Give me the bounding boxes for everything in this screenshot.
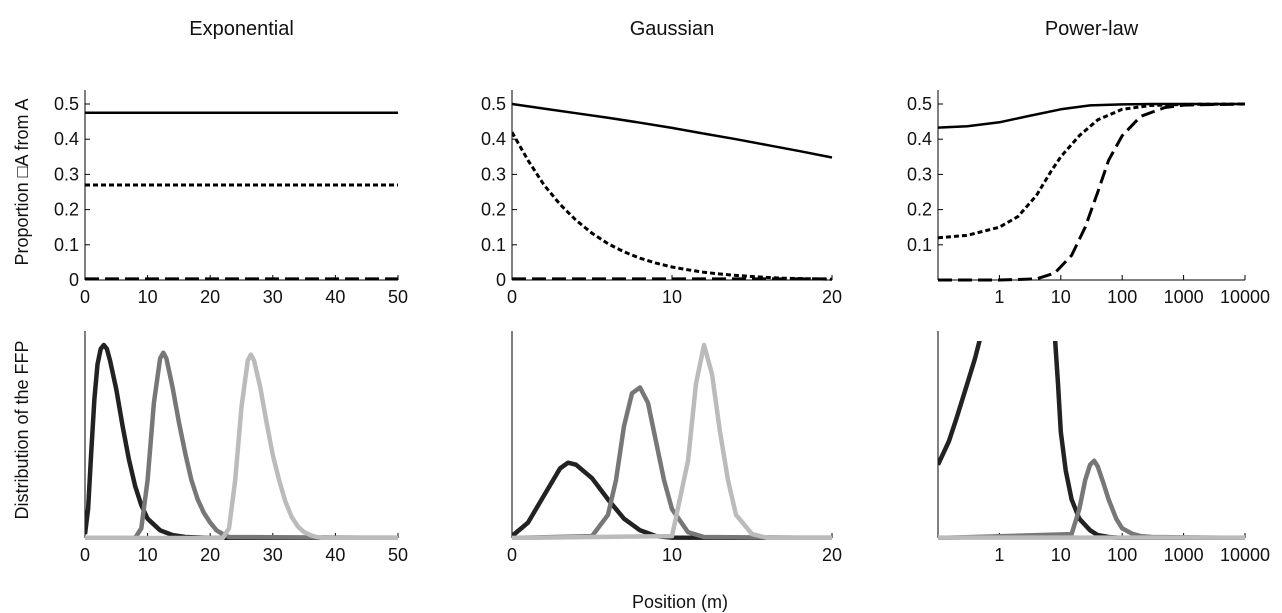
exp-bottom-xtick-label: 0 [80,545,90,565]
power-top-ytick-label: 0.3 [907,164,932,184]
exp-top-ytick-label: 0.3 [54,164,79,184]
gauss-top-ytick-label: 0.1 [481,235,506,255]
power-bottom-series-line [1052,341,1245,540]
power-bottom-xtick-label: 10 [1051,545,1071,565]
gauss-top-ytick-label: 0 [496,270,506,290]
power-bottom-panel: 1 10 100 1000 10000 [937,331,1270,565]
gauss-bottom-xtick-label: 10 [662,545,682,565]
exp-top-xtick-label: 30 [263,287,283,307]
power-top-xtick-label: 1 [994,287,1004,307]
gauss-top-panel: Gaussian 0 10 20 0 0.1 0.2 0.3 0.4 0.5 [481,18,842,307]
exp-bottom-series-line [85,342,398,540]
power-top-panel: Power-law 1 10 100 1000 10000 0.1 0.2 0.3 0.4 0.5 [907,18,1270,307]
power-bottom-xtick-label: 1 [994,545,1004,565]
gauss-top-ytick-label: 0.4 [481,129,506,149]
gauss-top-series-line [512,102,833,159]
exp-top-ytick-label: 0.1 [54,235,79,255]
ylabel-top: Proportion □A from A [12,99,32,266]
gauss-top-title: Gaussian [630,18,715,40]
exp-top-ytick-label: 0 [69,270,79,290]
power-bottom-series-line [938,458,1246,540]
exp-bottom-series-line [85,352,398,540]
power-top-ytick-label: 0.5 [907,94,932,114]
gauss-bottom-xtick-label: 0 [507,545,517,565]
power-bottom-xtick-label: 10000 [1220,545,1270,565]
exp-top-panel: Exponential 0 10 20 30 40 50 0 0.1 0.2 0.3 0.4 0.5 [54,18,408,307]
power-bottom-series-line [938,341,982,466]
power-top-series-line [938,102,1246,240]
power-bottom-xtick-label: 100 [1107,545,1137,565]
power-top-ytick-label: 0.1 [907,235,932,255]
exp-top-xtick-label: 40 [325,287,345,307]
power-top-xtick-label: 10000 [1220,287,1270,307]
ylabel-bottom: Distribution of the FFP [12,340,32,519]
gauss-top-xtick-label: 0 [507,287,517,307]
exp-top-xtick-label: 50 [388,287,408,307]
gauss-top-xtick-label: 10 [662,287,682,307]
power-bottom-xtick-label: 1000 [1164,545,1204,565]
exp-top-title: Exponential [189,18,294,40]
exp-top-ytick-label: 0.2 [54,200,79,220]
gauss-top-series-line [512,131,833,281]
exp-bottom-series-line [85,350,399,540]
exp-top-xtick-label: 0 [80,287,90,307]
gauss-bottom-series-line [512,385,833,540]
power-top-xtick-label: 1000 [1164,287,1204,307]
exp-bottom-xtick-label: 50 [388,545,408,565]
gauss-top-ytick-label: 0.2 [481,200,506,220]
power-top-ytick-label: 0.2 [907,200,932,220]
power-top-xtick-label: 10 [1051,287,1071,307]
gauss-bottom-xtick-label: 20 [822,545,842,565]
xlabel-position: Position (m) [632,592,728,612]
gauss-top-ytick-label: 0.3 [481,164,506,184]
gauss-top-ytick-label: 0.5 [481,94,506,114]
exp-bottom-xtick-label: 20 [200,545,220,565]
exp-top-ytick-label: 0.4 [54,129,79,149]
exp-bottom-xtick-label: 30 [263,545,283,565]
exp-bottom-xtick-label: 40 [325,545,345,565]
gauss-top-xtick-label: 20 [822,287,842,307]
exp-top-xtick-label: 20 [200,287,220,307]
gauss-bottom-panel: 0 10 20 [507,331,842,565]
gauss-bottom-series-line [512,342,832,540]
exp-bottom-panel: 0 10 20 30 40 50 [80,331,408,565]
exp-bottom-xtick-label: 10 [138,545,158,565]
power-top-xtick-label: 100 [1107,287,1137,307]
power-top-title: Power-law [1045,18,1139,40]
power-top-series-line [938,102,1246,282]
power-top-ytick-label: 0.4 [907,129,932,149]
exp-top-ytick-label: 0.5 [54,94,79,114]
exp-top-xtick-label: 10 [138,287,158,307]
